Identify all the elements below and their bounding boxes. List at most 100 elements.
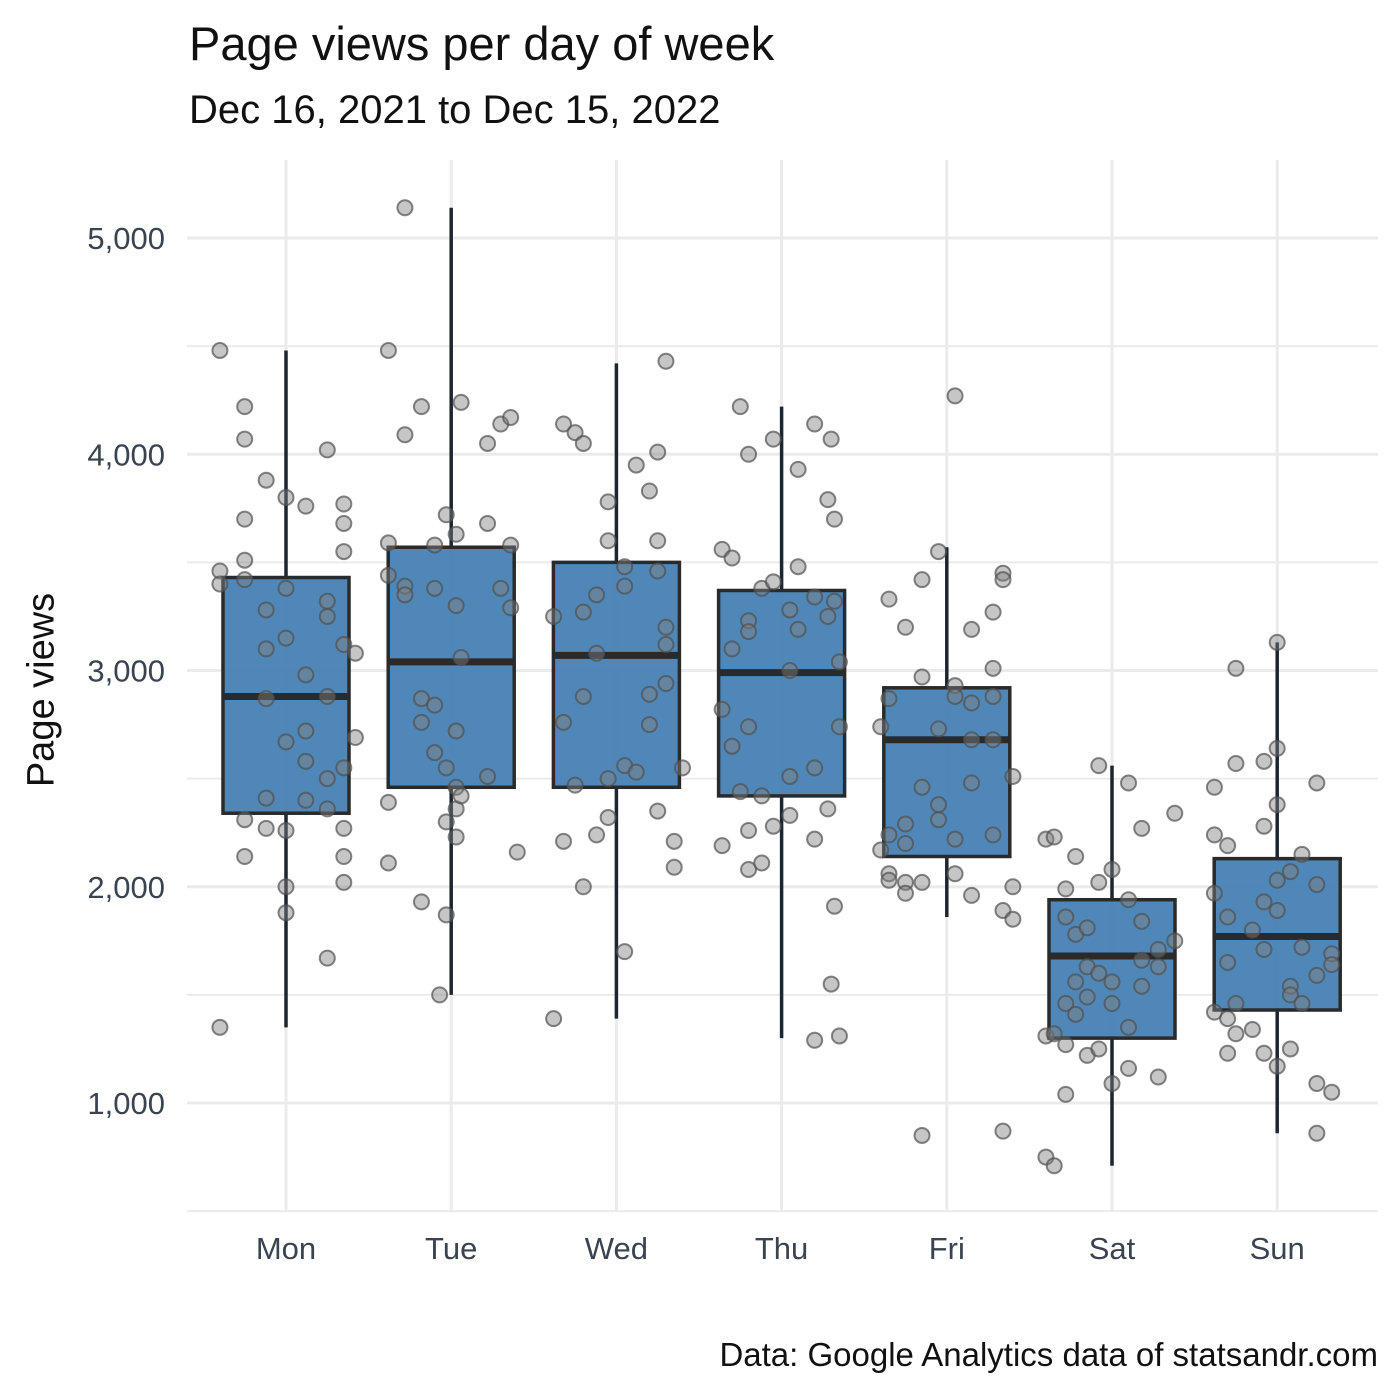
data-point xyxy=(492,579,510,597)
data-point xyxy=(1057,995,1075,1013)
data-point xyxy=(1103,1075,1121,1093)
data-point xyxy=(781,601,799,619)
data-point xyxy=(1323,956,1341,974)
data-point xyxy=(825,510,843,528)
data-point xyxy=(452,393,470,411)
data-point xyxy=(1120,1018,1138,1036)
data-point xyxy=(236,398,254,416)
data-point xyxy=(1120,891,1138,909)
data-point xyxy=(627,763,645,781)
data-point xyxy=(740,445,758,463)
data-point xyxy=(574,878,592,896)
data-point xyxy=(913,668,931,686)
data-point xyxy=(897,618,914,636)
y-axis-label: Page views xyxy=(20,592,63,788)
data-point xyxy=(297,752,315,770)
data-point xyxy=(379,566,397,584)
data-point xyxy=(452,649,470,667)
data-point xyxy=(1268,902,1286,920)
data-point xyxy=(479,767,497,785)
data-point xyxy=(946,687,964,705)
data-point xyxy=(781,662,799,679)
data-point xyxy=(277,878,295,896)
chart-subtitle: Dec 16, 2021 to Dec 15, 2022 xyxy=(189,88,721,132)
data-point xyxy=(1205,778,1223,796)
data-point xyxy=(335,495,353,513)
data-point xyxy=(1219,953,1237,971)
data-point xyxy=(236,811,254,829)
data-point xyxy=(277,629,295,647)
data-point xyxy=(236,430,254,448)
data-point xyxy=(555,832,573,850)
data-point xyxy=(257,819,275,837)
data-point xyxy=(574,434,592,452)
data-point xyxy=(379,793,397,811)
data-point xyxy=(872,841,890,859)
data-point xyxy=(616,577,634,595)
data-point xyxy=(555,713,573,731)
data-point xyxy=(335,873,353,891)
data-point xyxy=(880,590,898,608)
data-point xyxy=(649,802,667,820)
data-point xyxy=(1293,938,1311,956)
data-point xyxy=(880,826,898,844)
data-point xyxy=(588,644,606,662)
data-point xyxy=(1120,1059,1138,1077)
data-point xyxy=(412,690,430,708)
jitter-points xyxy=(211,199,1341,1175)
data-point xyxy=(930,796,948,814)
data-point xyxy=(211,1018,229,1036)
data-point xyxy=(723,737,741,755)
data-point xyxy=(740,822,758,840)
data-point xyxy=(806,830,824,848)
data-point xyxy=(994,1122,1012,1140)
data-point xyxy=(236,847,254,865)
data-point xyxy=(426,744,444,762)
data-point xyxy=(335,819,353,837)
data-point xyxy=(946,830,964,848)
data-point xyxy=(1205,1003,1223,1021)
data-point xyxy=(277,489,295,506)
data-point xyxy=(1133,951,1151,969)
data-point xyxy=(880,690,898,708)
data-point xyxy=(346,729,364,747)
data-point xyxy=(984,731,1002,749)
box-iqr xyxy=(716,588,847,798)
data-point xyxy=(1308,1075,1326,1093)
data-point xyxy=(764,573,782,591)
data-point xyxy=(1045,1157,1063,1175)
data-point xyxy=(502,408,520,426)
data-point xyxy=(649,532,667,550)
data-point xyxy=(1103,860,1121,878)
data-point xyxy=(1308,774,1326,792)
data-point xyxy=(277,733,295,751)
data-point xyxy=(1004,878,1022,896)
data-point xyxy=(599,493,617,511)
data-point xyxy=(963,694,981,712)
data-point xyxy=(297,497,315,515)
data-point xyxy=(1045,1025,1063,1043)
data-point xyxy=(984,603,1002,621)
data-point xyxy=(764,430,782,448)
data-point xyxy=(574,603,592,621)
data-point xyxy=(930,811,948,829)
data-point xyxy=(346,644,364,662)
data-point xyxy=(1004,910,1022,928)
data-point xyxy=(566,776,584,794)
data-point xyxy=(1219,908,1237,926)
chart-caption: Data: Google Analytics data of statsandr… xyxy=(719,1336,1378,1373)
data-point xyxy=(277,822,295,840)
data-point xyxy=(545,1010,563,1028)
data-point xyxy=(825,592,843,610)
data-point xyxy=(830,1027,848,1045)
data-point xyxy=(452,787,470,805)
data-point xyxy=(640,482,658,500)
data-point xyxy=(822,430,840,448)
data-point xyxy=(236,551,254,569)
data-point xyxy=(789,558,807,576)
data-point xyxy=(1255,752,1273,770)
data-point xyxy=(599,809,617,827)
data-point xyxy=(880,865,898,883)
x-tick-label: Tue xyxy=(425,1231,477,1266)
data-point xyxy=(426,696,444,714)
